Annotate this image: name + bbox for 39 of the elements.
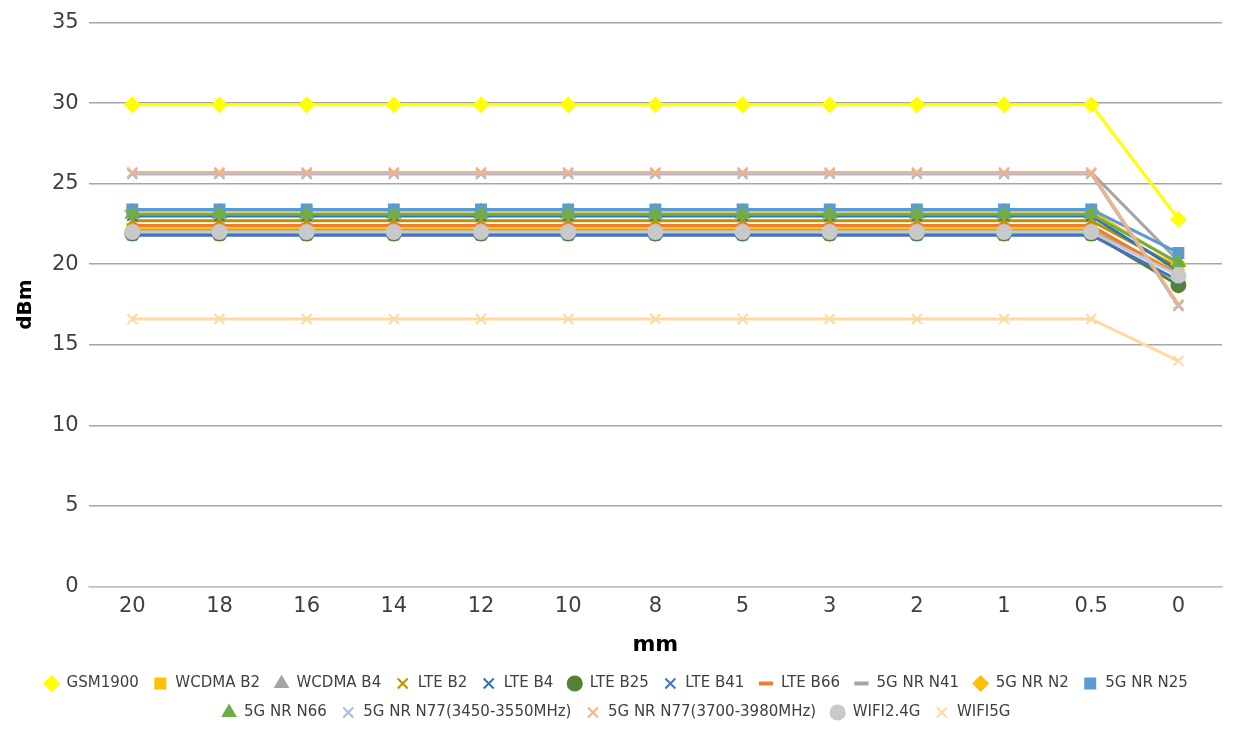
- legend-label: 5G NR N25: [1105, 673, 1188, 692]
- x-tick-label: 3: [823, 593, 837, 618]
- y-tick-label: 0: [65, 572, 79, 597]
- legend-label: 5G NR N2: [995, 673, 1069, 692]
- legend-label: WCDMA B4: [296, 673, 382, 692]
- legend-label: LTE B2: [417, 673, 468, 692]
- x-axis-title: mm: [632, 630, 679, 656]
- x-tick-label: 16: [293, 593, 321, 618]
- legend-label: 5G NR N66: [244, 702, 327, 721]
- legend-label: LTE B66: [780, 673, 840, 692]
- y-tick-label: 10: [51, 411, 79, 436]
- legend-label: LTE B4: [503, 673, 554, 692]
- legend-label: WIFI2.4G: [852, 702, 921, 721]
- y-tick-label: 20: [51, 250, 79, 275]
- legend-label: 5G NR N77(3700-3980MHz): [607, 702, 817, 721]
- y-tick-label: 5: [65, 492, 79, 517]
- x-tick-label: 18: [206, 593, 233, 618]
- legend-label: WIFI5G: [956, 702, 1011, 721]
- x-tick-label: 10: [554, 593, 582, 618]
- x-tick-label: 8: [648, 593, 663, 618]
- legend-label: 5G NR N77(3450-3550MHz): [363, 702, 572, 721]
- y-tick-label: 15: [51, 331, 79, 356]
- legend-label: LTE B41: [685, 673, 745, 692]
- x-tick-label: 20: [118, 593, 146, 618]
- x-tick-label: 0: [1171, 593, 1186, 618]
- y-tick-label: 30: [51, 89, 79, 114]
- y-axis-title: dBm: [12, 279, 37, 330]
- x-tick-label: 2: [910, 593, 924, 618]
- legend-label: 5G NR N41: [876, 673, 960, 692]
- y-tick-label: 35: [51, 9, 79, 34]
- legend-label: GSM1900: [66, 673, 139, 692]
- y-tick-label: 25: [51, 170, 79, 195]
- x-tick-label: 12: [467, 593, 495, 618]
- x-tick-label: 0.5: [1074, 593, 1108, 618]
- x-tick-label: 14: [380, 593, 408, 618]
- legend-label: WCDMA B2: [175, 673, 261, 692]
- legend-label: LTE B25: [589, 673, 649, 692]
- x-tick-label: 5: [735, 593, 750, 618]
- x-tick-label: 1: [997, 593, 1011, 618]
